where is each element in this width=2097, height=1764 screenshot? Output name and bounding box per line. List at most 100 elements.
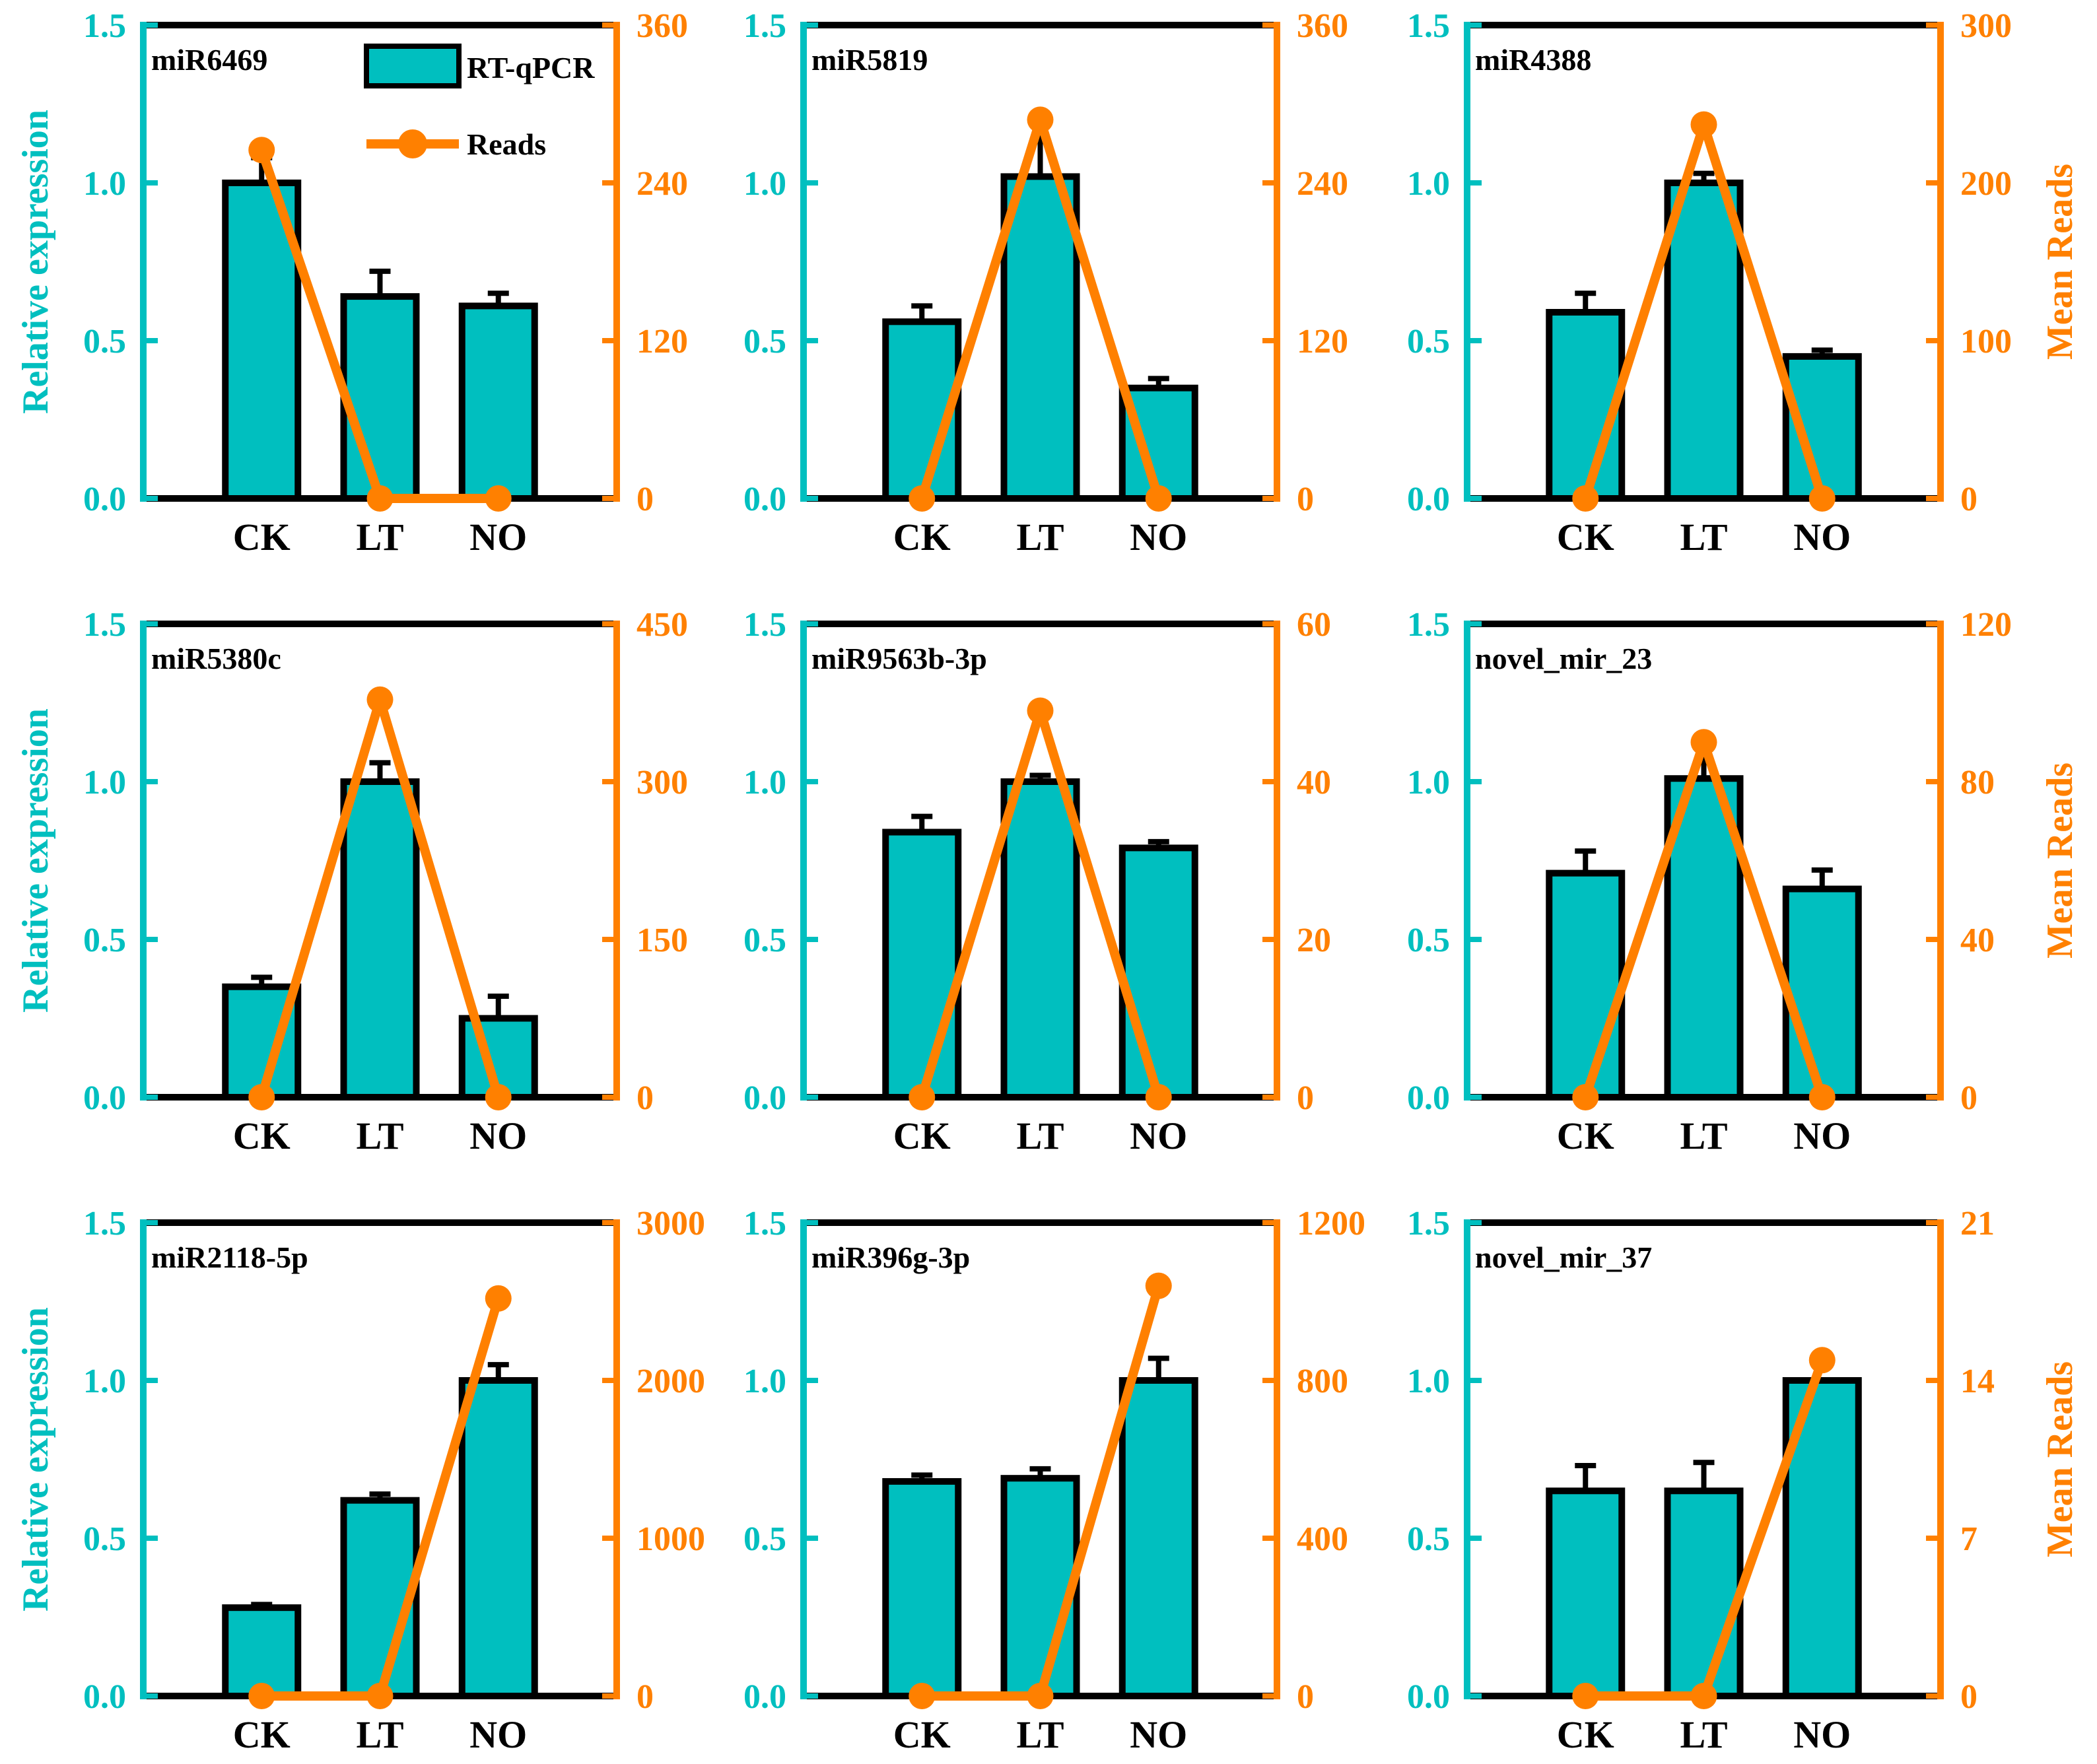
category-label: NO xyxy=(1793,1713,1851,1756)
category-label: CK xyxy=(893,516,951,559)
left-tick-label: 1.5 xyxy=(743,1205,786,1242)
reads-point-ck xyxy=(1572,1084,1599,1110)
right-tick-label: 120 xyxy=(1297,323,1348,360)
panel-title: miR9563b-3p xyxy=(811,642,987,675)
left-tick-label: 1.5 xyxy=(1407,606,1450,644)
reads-point-lt xyxy=(366,1683,394,1709)
bar-lt xyxy=(1000,778,1080,1101)
left-tick-label: 1.5 xyxy=(1407,1205,1450,1242)
category-label: CK xyxy=(233,1114,291,1157)
reads-point-no xyxy=(1808,485,1836,512)
right-axis-title: Mean Reads xyxy=(2040,1361,2080,1557)
left-tick-label: 1.0 xyxy=(1407,165,1450,203)
bar-lt xyxy=(340,778,420,1101)
category-label: LT xyxy=(1680,516,1727,559)
left-tick-label: 1.0 xyxy=(1407,764,1450,801)
category-label: NO xyxy=(1793,516,1851,559)
reads-point-lt xyxy=(1027,697,1054,724)
left-tick-label: 1.5 xyxy=(83,7,126,45)
left-tick-label: 1.0 xyxy=(743,1363,786,1400)
category-label: CK xyxy=(893,1114,951,1157)
category-label: LT xyxy=(1016,516,1064,559)
reads-point-ck xyxy=(909,1084,936,1110)
right-tick-label: 60 xyxy=(1297,606,1331,644)
left-tick-label: 1.0 xyxy=(83,764,126,801)
reads-point-no xyxy=(485,1084,512,1110)
reads-point-no xyxy=(1145,1084,1172,1110)
left-tick-label: 1.0 xyxy=(743,165,786,203)
right-tick-label: 100 xyxy=(1960,323,2012,360)
right-tick-label: 0 xyxy=(1960,1678,1977,1716)
right-tick-label: 21 xyxy=(1960,1205,1995,1242)
bar-ck xyxy=(1546,1487,1626,1700)
panel-6: 0.0 0.5 1.0 1.5 0 40 80 120 CK LT NO novel_mir_23 Me… xyxy=(1407,606,2080,1157)
bar-lt xyxy=(1664,180,1744,502)
bar-no xyxy=(1782,353,1862,502)
panel-7: 0.0 0.5 1.0 1.5 0 1000 2000 3000 CK LT NO miR2118-5… xyxy=(15,1205,705,1756)
bar-ck xyxy=(882,1477,962,1699)
right-tick-label: 240 xyxy=(636,165,688,203)
category-label: NO xyxy=(469,516,527,559)
right-tick-label: 0 xyxy=(1960,1079,1977,1117)
right-tick-label: 200 xyxy=(1960,165,2012,203)
left-axis-title: Relative expression xyxy=(15,1307,56,1611)
reads-point-no xyxy=(1808,1347,1836,1374)
category-label: NO xyxy=(1130,516,1187,559)
right-tick-label: 40 xyxy=(1297,764,1331,801)
bar-lt xyxy=(1664,1487,1744,1700)
left-tick-label: 0.0 xyxy=(1407,1079,1450,1117)
reads-point-no xyxy=(1145,1272,1172,1299)
right-tick-label: 400 xyxy=(1297,1520,1348,1558)
left-tick-label: 1.0 xyxy=(743,764,786,801)
right-tick-label: 360 xyxy=(1297,7,1348,45)
left-tick-label: 0.5 xyxy=(1407,323,1450,360)
panel-title: miR2118-5p xyxy=(151,1240,308,1274)
left-tick-label: 0.5 xyxy=(83,323,126,360)
left-tick-label: 0.0 xyxy=(1407,481,1450,518)
category-label: CK xyxy=(1557,1713,1614,1756)
bar-lt xyxy=(340,293,420,502)
left-axis-title: Relative expression xyxy=(15,708,56,1013)
left-tick-label: 0.0 xyxy=(743,1079,786,1117)
bar-lt xyxy=(1000,173,1080,502)
right-tick-label: 7 xyxy=(1960,1520,1977,1558)
left-tick-label: 0.0 xyxy=(83,481,126,518)
left-tick-label: 0.0 xyxy=(1407,1678,1450,1716)
category-label: NO xyxy=(469,1114,527,1157)
left-tick-label: 1.5 xyxy=(83,1205,126,1242)
reads-point-ck xyxy=(248,1084,275,1110)
bar-no xyxy=(1118,1377,1198,1699)
reads-point-lt xyxy=(1027,1683,1054,1709)
category-label: NO xyxy=(1130,1114,1187,1157)
category-label: LT xyxy=(1016,1114,1064,1157)
left-tick-label: 0.0 xyxy=(743,1678,786,1716)
reads-point-ck xyxy=(248,1683,275,1709)
left-tick-label: 0.5 xyxy=(743,323,786,360)
category-label: LT xyxy=(1680,1114,1727,1157)
reads-point-no xyxy=(485,485,512,512)
right-tick-label: 300 xyxy=(636,764,688,801)
panel-title: miR396g-3p xyxy=(811,1240,970,1274)
panel-3: 0.0 0.5 1.0 1.5 0 100 200 300 CK LT NO miR4388 Mean … xyxy=(1407,7,2080,559)
panel-4: 0.0 0.5 1.0 1.5 0 150 300 450 CK LT NO miR5380c Rela… xyxy=(15,606,688,1157)
left-tick-label: 0.0 xyxy=(743,481,786,518)
reads-point-ck xyxy=(1572,1683,1599,1709)
reads-point-no xyxy=(1808,1084,1836,1110)
right-tick-label: 120 xyxy=(636,323,688,360)
bar-no xyxy=(458,302,538,502)
panel-title: novel_mir_23 xyxy=(1475,642,1652,675)
category-label: CK xyxy=(1557,1114,1614,1157)
reads-point-lt xyxy=(1027,106,1054,133)
right-tick-label: 800 xyxy=(1297,1363,1348,1400)
left-tick-label: 1.5 xyxy=(743,606,786,644)
left-tick-label: 1.0 xyxy=(1407,1363,1450,1400)
left-tick-label: 0.5 xyxy=(83,1520,126,1558)
category-label: CK xyxy=(233,516,291,559)
bar-lt xyxy=(340,1497,420,1699)
right-tick-label: 0 xyxy=(636,1079,654,1117)
panel-5: 0.0 0.5 1.0 1.5 0 20 40 60 CK LT NO miR9563b-3p xyxy=(743,606,1331,1157)
panel-8: 0.0 0.5 1.0 1.5 0 400 800 1200 CK LT NO miR396g-3p xyxy=(743,1205,1365,1756)
right-tick-label: 360 xyxy=(636,7,688,45)
bar-no xyxy=(1118,844,1198,1101)
panel-title: miR5380c xyxy=(151,642,281,675)
